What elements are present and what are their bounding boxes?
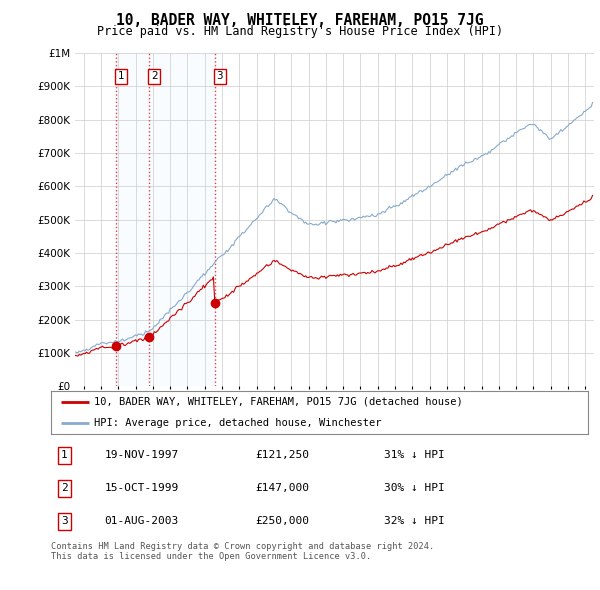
- Text: 30% ↓ HPI: 30% ↓ HPI: [384, 483, 445, 493]
- Bar: [116, 53, 215, 386]
- Text: 10, BADER WAY, WHITELEY, FAREHAM, PO15 7JG (detached house): 10, BADER WAY, WHITELEY, FAREHAM, PO15 7…: [94, 397, 463, 407]
- Text: Price paid vs. HM Land Registry's House Price Index (HPI): Price paid vs. HM Land Registry's House …: [97, 25, 503, 38]
- Text: 19-NOV-1997: 19-NOV-1997: [105, 450, 179, 460]
- Text: £147,000: £147,000: [255, 483, 309, 493]
- Text: 1: 1: [118, 71, 125, 81]
- Text: 2: 2: [61, 483, 68, 493]
- Text: £250,000: £250,000: [255, 516, 309, 526]
- Text: 1: 1: [61, 450, 68, 460]
- Text: 15-OCT-1999: 15-OCT-1999: [105, 483, 179, 493]
- Text: 3: 3: [61, 516, 68, 526]
- Text: Contains HM Land Registry data © Crown copyright and database right 2024.
This d: Contains HM Land Registry data © Crown c…: [51, 542, 434, 561]
- Text: 3: 3: [217, 71, 223, 81]
- Text: 31% ↓ HPI: 31% ↓ HPI: [384, 450, 445, 460]
- Text: £121,250: £121,250: [255, 450, 309, 460]
- Text: 32% ↓ HPI: 32% ↓ HPI: [384, 516, 445, 526]
- Text: 10, BADER WAY, WHITELEY, FAREHAM, PO15 7JG: 10, BADER WAY, WHITELEY, FAREHAM, PO15 7…: [116, 13, 484, 28]
- Text: 01-AUG-2003: 01-AUG-2003: [105, 516, 179, 526]
- Text: HPI: Average price, detached house, Winchester: HPI: Average price, detached house, Winc…: [94, 418, 382, 428]
- Text: 2: 2: [151, 71, 158, 81]
